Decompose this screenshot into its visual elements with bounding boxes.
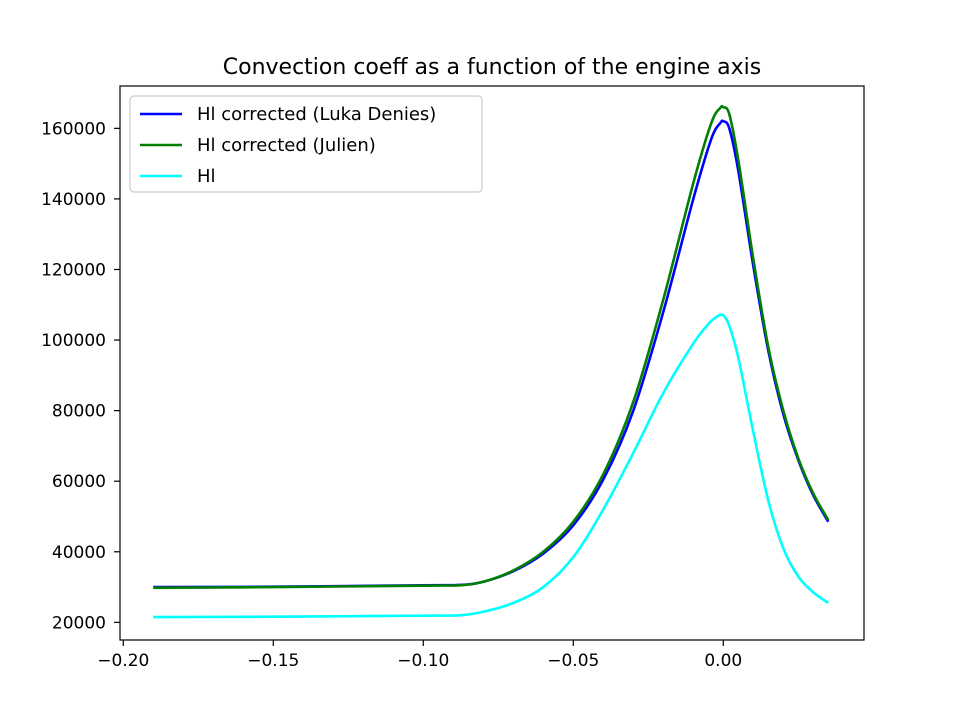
series-line-3 <box>153 313 830 619</box>
plot-lines <box>153 104 830 619</box>
x-tick-label: 0.00 <box>704 651 742 671</box>
y-tick-label: 160000 <box>41 119 106 139</box>
x-tick-label: −0.20 <box>97 651 149 671</box>
legend-label: Hl corrected (Luka Denies) <box>197 104 436 125</box>
legend-box <box>129 95 483 193</box>
legend-label: Hl corrected (Julien) <box>197 135 376 156</box>
legend-label: Hl <box>197 166 216 187</box>
y-tick-label: 40000 <box>52 543 106 563</box>
series-line-2 <box>153 104 830 590</box>
x-tick-label: −0.10 <box>397 651 449 671</box>
x-tick-label: −0.15 <box>247 651 299 671</box>
y-tick-label: 20000 <box>52 613 106 633</box>
y-tick-label: 60000 <box>52 472 106 492</box>
y-tick-label: 80000 <box>52 402 106 422</box>
y-axis: 20000 40000 60000 80000 100000 120000 140000 16… <box>41 119 120 633</box>
legend: Hl corrected (Luka Denies) Hl corrected (… <box>129 95 483 193</box>
x-tick-label: −0.05 <box>547 651 599 671</box>
x-axis: −0.20 −0.15 −0.10 −0.05 0.00 <box>97 640 742 671</box>
chart-title: Convection coeff as a function of the en… <box>223 55 761 80</box>
y-tick-label: 120000 <box>41 260 106 280</box>
plot-area-frame <box>119 85 865 641</box>
y-tick-label: 100000 <box>41 331 106 351</box>
y-tick-label: 140000 <box>41 190 106 210</box>
